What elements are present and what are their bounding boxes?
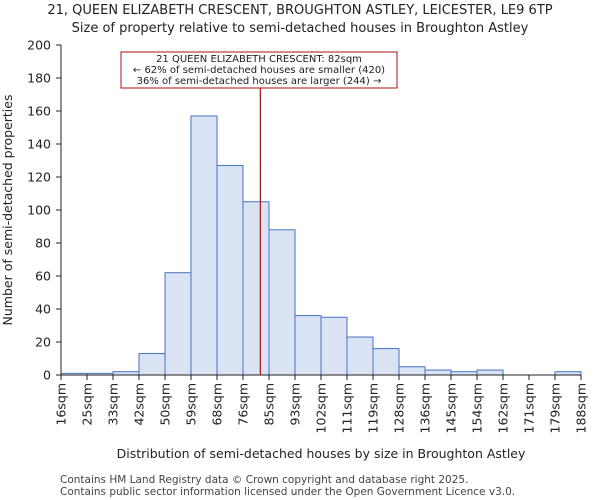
histogram-bar	[138, 353, 166, 376]
x-tick-label: 42sqm	[132, 383, 147, 426]
annotation-line-2: ← 62% of semi-detached houses are smalle…	[133, 65, 385, 76]
x-tick-label: 50sqm	[158, 383, 173, 426]
x-tick-label: 145sqm	[444, 383, 459, 433]
x-tick-label: 68sqm	[210, 383, 225, 426]
y-tick-label: 120	[27, 170, 51, 185]
chart-subtitle: Size of property relative to semi-detach…	[72, 21, 529, 36]
x-tick-label: 179sqm	[548, 383, 563, 433]
footer-line-2: Contains public sector information licen…	[60, 486, 515, 498]
histogram-bar	[346, 336, 374, 376]
x-tick-label: 188sqm	[574, 383, 589, 433]
annotation-box: 21 QUEEN ELIZABETH CRESCENT: 82sqm ← 62%…	[120, 51, 398, 89]
y-tick-label: 140	[27, 137, 51, 152]
histogram-bar	[216, 164, 244, 376]
footer-line-1: Contains HM Land Registry data © Crown c…	[60, 474, 468, 486]
annotation-line-1: 21 QUEEN ELIZABETH CRESCENT: 82sqm	[156, 54, 362, 65]
y-tick-label: 80	[35, 236, 51, 251]
x-tick-label: 128sqm	[392, 383, 407, 433]
y-tick-label: 20	[35, 335, 51, 350]
x-tick-label: 16sqm	[54, 383, 69, 426]
histogram-bar	[372, 348, 400, 376]
y-tick-label: 160	[27, 104, 51, 119]
x-tick-label: 85sqm	[262, 383, 277, 426]
y-tick-label: 0	[43, 368, 51, 383]
annotation-line-3: 36% of semi-detached houses are larger (…	[137, 76, 382, 87]
histogram-bar	[294, 315, 322, 376]
x-tick-label: 119sqm	[366, 383, 381, 433]
histogram-bar	[242, 201, 270, 376]
x-axis-label: Distribution of semi-detached houses by …	[117, 446, 526, 461]
y-tick-label: 180	[27, 71, 51, 86]
x-tick-label: 136sqm	[418, 383, 433, 433]
histogram-bar	[476, 369, 504, 376]
x-tick-label: 76sqm	[236, 383, 251, 426]
x-tick-label: 154sqm	[470, 383, 485, 433]
histogram-bar	[398, 366, 426, 376]
x-tick-label: 93sqm	[288, 383, 303, 426]
x-tick-label: 102sqm	[314, 383, 329, 433]
x-tick-label: 33sqm	[106, 383, 121, 426]
histogram-bar	[424, 369, 452, 376]
x-tick-label: 111sqm	[340, 383, 355, 433]
annotation-frame	[120, 51, 398, 89]
y-tick-label: 40	[35, 302, 51, 317]
y-tick-label: 60	[35, 269, 51, 284]
histogram-bar	[268, 229, 296, 376]
chart-title: 21, QUEEN ELIZABETH CRESCENT, BROUGHTON …	[47, 3, 552, 18]
plot-area: 0 20 40 60 80 100 120 140 160 180 200 16sqm 25sqm 33s…	[27, 38, 588, 434]
x-tick-label: 59sqm	[184, 383, 199, 426]
histogram-bar	[164, 272, 192, 376]
histogram-bar	[320, 316, 348, 376]
x-tick-label: 162sqm	[496, 383, 511, 433]
y-tick-label: 200	[27, 38, 51, 53]
y-tick-label: 100	[27, 203, 51, 218]
y-axis-label: Number of semi-detached properties	[0, 95, 15, 326]
histogram-bar	[190, 115, 218, 376]
x-tick-label: 171sqm	[522, 383, 537, 433]
x-tick-label: 25sqm	[80, 383, 95, 426]
